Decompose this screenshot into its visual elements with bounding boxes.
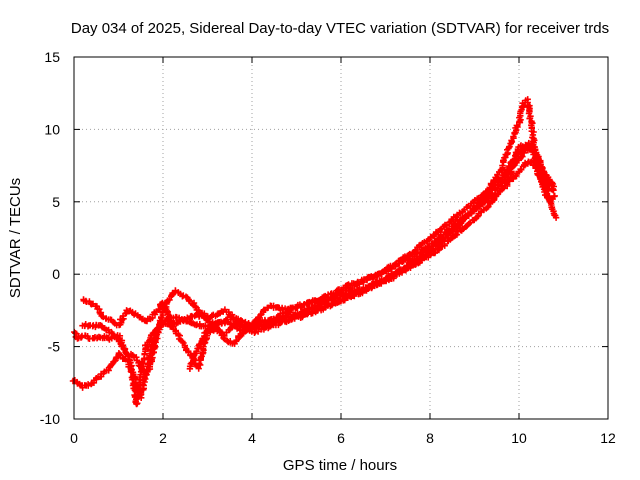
satellite-track-4-markers: [80, 158, 557, 347]
satellite-track-5: [186, 139, 558, 372]
y-tick-label: -10: [40, 411, 60, 427]
x-tick-label: 10: [511, 430, 527, 446]
x-tick-label: 0: [70, 430, 78, 446]
data-series-group: [69, 96, 560, 408]
satellite-track-4: [80, 158, 557, 347]
satellite-track-5-markers: [186, 139, 558, 372]
y-axis-title: SDTVAR / TECUs: [7, 178, 24, 298]
x-tick-labels: 0 2 4 6 8 10 12: [70, 430, 616, 446]
x-tick-label: 6: [337, 430, 345, 446]
axis-ticks: [73, 56, 609, 420]
chart-title: Day 034 of 2025, Sidereal Day-to-day VTE…: [71, 20, 609, 37]
y-tick-label: 0: [52, 266, 60, 282]
x-tick-label: 4: [248, 430, 256, 446]
x-tick-label: 12: [600, 430, 616, 446]
y-tick-label: 10: [44, 121, 60, 137]
y-tick-label: -5: [48, 339, 61, 355]
x-tick-label: 8: [426, 430, 434, 446]
y-tick-label: 5: [52, 194, 60, 210]
x-tick-label: 2: [159, 430, 167, 446]
y-tick-label: 15: [44, 49, 60, 65]
y-tick-labels: -10 -5 0 5 10 15: [40, 49, 60, 427]
x-axis-title: GPS time / hours: [283, 457, 397, 474]
